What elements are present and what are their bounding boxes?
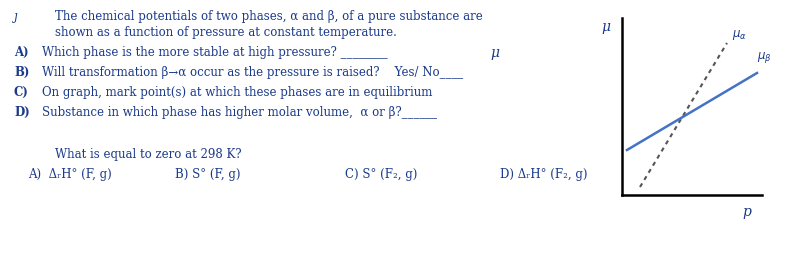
Text: C): C) xyxy=(14,86,29,99)
Text: A): A) xyxy=(14,46,28,59)
Text: B) S° (F, g): B) S° (F, g) xyxy=(175,168,241,181)
Text: shown as a function of pressure at constant temperature.: shown as a function of pressure at const… xyxy=(55,26,397,39)
Text: Will transformation β→α occur as the pressure is raised?    Yes/ No____: Will transformation β→α occur as the pre… xyxy=(42,66,463,79)
Text: $\mu_\beta$: $\mu_\beta$ xyxy=(757,50,772,65)
Text: The chemical potentials of two phases, α and β, of a pure substance are: The chemical potentials of two phases, α… xyxy=(55,10,483,23)
Text: B): B) xyxy=(14,66,29,79)
Text: D): D) xyxy=(14,106,30,119)
Text: C) S° (F₂, g): C) S° (F₂, g) xyxy=(345,168,417,181)
Text: p: p xyxy=(742,205,751,219)
Text: D) ΔᵣH° (F₂, g): D) ΔᵣH° (F₂, g) xyxy=(500,168,588,181)
Text: μ: μ xyxy=(490,46,499,60)
Text: Which phase is the more stable at high pressure? ________: Which phase is the more stable at high p… xyxy=(42,46,387,59)
Text: $\mu_\alpha$: $\mu_\alpha$ xyxy=(732,28,747,42)
Text: What is equal to zero at 298 K?: What is equal to zero at 298 K? xyxy=(55,148,241,161)
Text: ȷ: ȷ xyxy=(14,10,17,23)
Text: A)  ΔᵣH° (F, g): A) ΔᵣH° (F, g) xyxy=(28,168,112,181)
Text: On graph, mark point(s) at which these phases are in equilibrium: On graph, mark point(s) at which these p… xyxy=(42,86,432,99)
Text: μ: μ xyxy=(601,20,610,34)
Text: Substance in which phase has higher molar volume,  α or β?______: Substance in which phase has higher mola… xyxy=(42,106,437,119)
